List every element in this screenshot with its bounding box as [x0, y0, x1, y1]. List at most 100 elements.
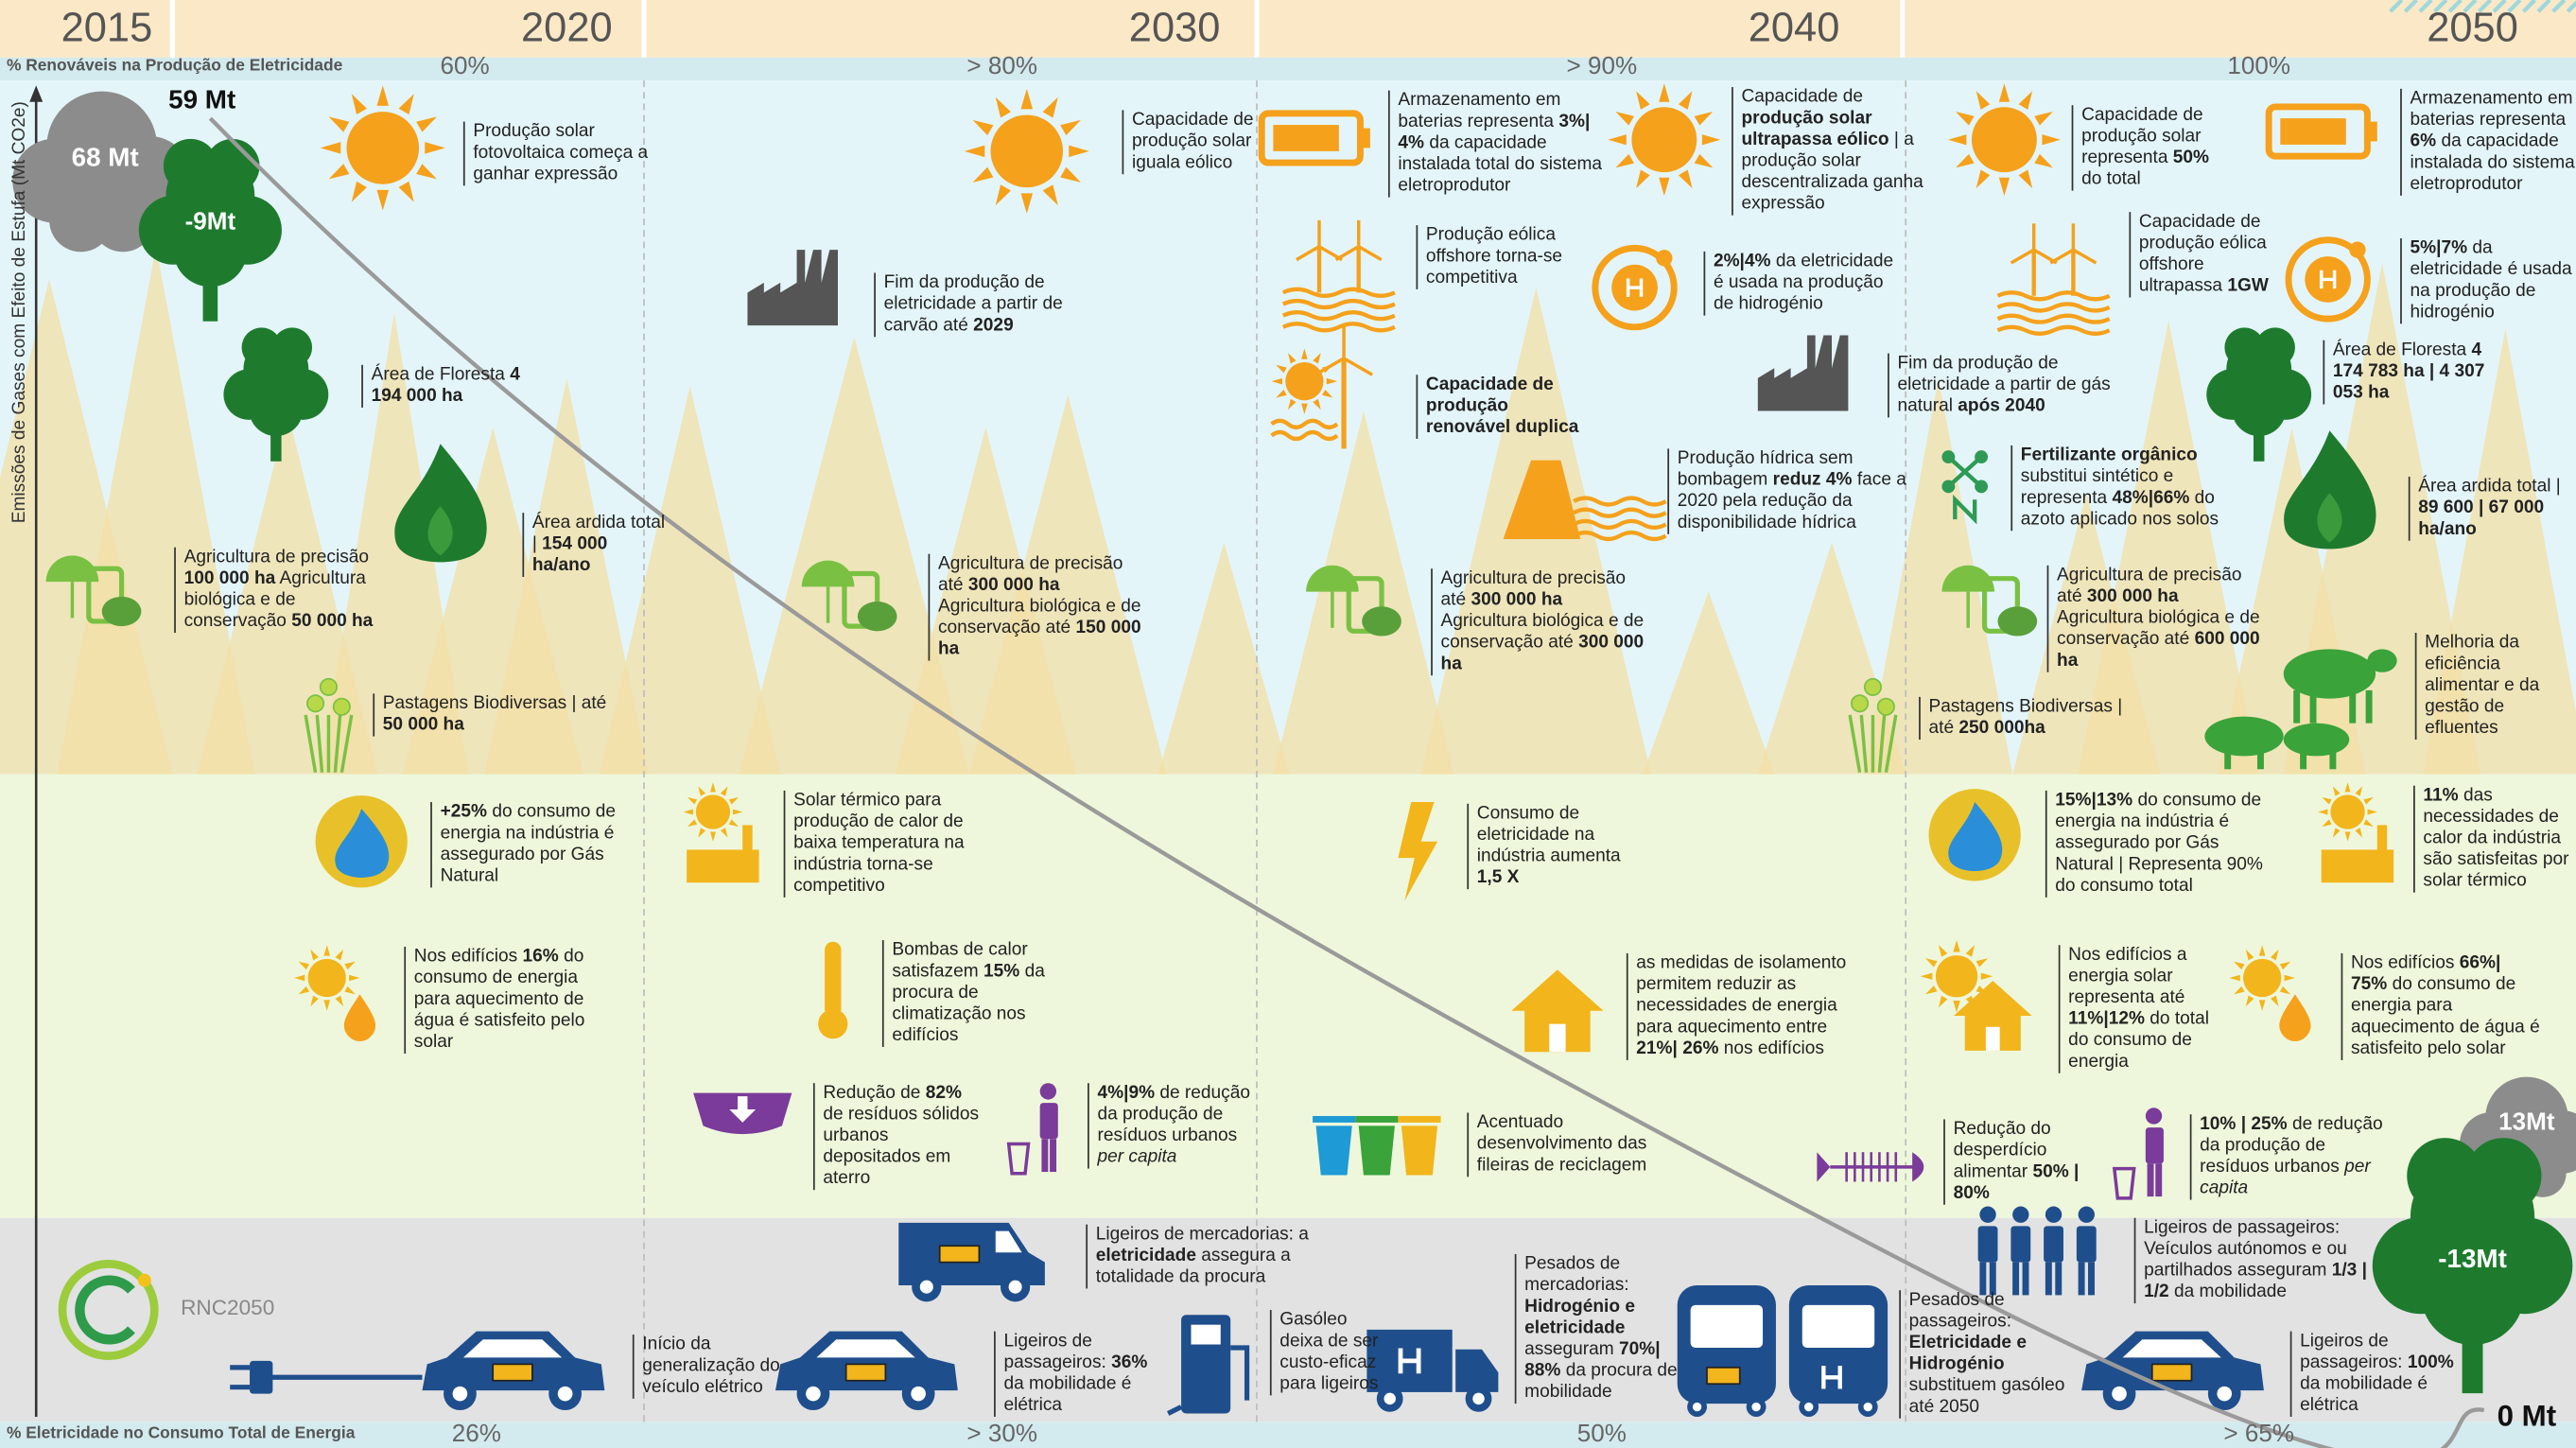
note-text: substituem gasóleo até 2050: [1909, 1376, 2065, 1417]
bus-window: [1802, 1305, 1874, 1348]
infographic: 2015 2020 2030 2040 2050 % Renováveis na…: [0, 0, 2576, 1448]
sun-core: [1631, 107, 1697, 172]
note-icon: [1929, 789, 2021, 881]
wheel-hub: [1693, 1403, 1701, 1411]
flower: [334, 699, 350, 715]
renewables-label: % Renováveis na Produção de Eletricidade: [7, 58, 342, 76]
note: Pesados de passageiros: Eletricidade e H…: [1899, 1290, 2090, 1419]
note-text: reduz 4%: [1773, 470, 1853, 490]
person-leg: [2155, 1163, 2162, 1196]
cloud-label: 13Mt: [2498, 1108, 2554, 1137]
note: 2%|4% da eletricidade é usada na produçã…: [1704, 252, 1895, 316]
wheel-hub: [911, 1387, 926, 1402]
note: Produção solar fotovoltaica começa a gan…: [463, 122, 654, 186]
tree-crown: [2232, 382, 2286, 436]
note-text: Melhoria da eficiência alimentar e da ge…: [2425, 633, 2539, 738]
note-text: asseguram: [1524, 1339, 1619, 1359]
note-text: 89 600 | 67 000 ha/ano: [2418, 498, 2544, 539]
note: Gasóleo deixa de ser custo-eficaz para l…: [1270, 1310, 1379, 1395]
cloud-label: 68 Mt: [72, 145, 139, 174]
wheel-hub: [558, 1387, 573, 1402]
renewables-value: 100%: [2227, 53, 2290, 81]
pig-body: [2204, 717, 2283, 757]
note: Área de Floresta 4 174 783 ha | 4 307 05…: [2323, 340, 2497, 405]
h-dot: [2349, 241, 2365, 257]
note-text: 48%|66%: [2112, 488, 2189, 508]
note-text: Armazenamento em baterias representa: [2411, 89, 2573, 130]
renewables-band: [0, 58, 2576, 80]
tree-crown: [205, 139, 259, 193]
note: Nos edifícios 16% do consumo de energia …: [404, 947, 611, 1054]
note-text: Capacidade de produção solar iguala eóli…: [1132, 110, 1254, 172]
bin-body: [1316, 1125, 1352, 1175]
wheel-hub: [1009, 1281, 1022, 1294]
note: Melhoria da eficiência alimentar e da ge…: [2415, 633, 2565, 740]
wheel-hub: [1384, 1393, 1396, 1405]
note-text: do total: [2081, 169, 2141, 189]
note: Fim da produção de eletricidade a partir…: [1888, 354, 2135, 418]
note: Pastagens Biodiversas | até 250 000ha: [1919, 697, 2150, 740]
note-text: Capacidade de produção renovável duplica: [1426, 375, 1578, 437]
person-head: [1040, 1083, 1056, 1099]
emissions-end: 0 Mt: [2498, 1400, 2557, 1434]
note-text: 250 000ha: [1958, 718, 2045, 738]
note: Fertilizante orgânico substitui sintétic…: [2010, 445, 2242, 531]
plant-leaf: [1997, 606, 2037, 636]
flower: [1878, 699, 1894, 715]
note-text: Área de Floresta: [372, 365, 511, 385]
note: Consumo de eletricidade na indústria aum…: [1467, 804, 1641, 889]
plant-leaf: [858, 602, 897, 631]
cow-head: [2367, 649, 2396, 672]
battery-cap: [2367, 122, 2376, 142]
note-text: 6%: [2411, 131, 2437, 151]
battery-mark: [493, 1364, 532, 1380]
house-door: [1549, 1024, 1565, 1053]
year: 2020: [521, 5, 613, 52]
note: Pesados de mercadorias: Hidrogénio e ele…: [1515, 1254, 1680, 1404]
note-text: produção solar ultrapassa eólico: [1741, 109, 1888, 149]
note: Capacidade de produção renovável duplica: [1417, 375, 1591, 439]
flower: [1865, 679, 1881, 695]
note-text: 50 000 ha: [291, 611, 373, 631]
note: as medidas de isolamento permitem reduzi…: [1627, 953, 1850, 1060]
leg: [2349, 690, 2356, 724]
bin-lid: [1313, 1116, 1355, 1123]
note-text: Armazenamento em baterias representa: [1398, 91, 1560, 131]
note-text: Área ardida total |: [2418, 477, 2561, 497]
note-text: Ligeiros de mercadorias: a: [1096, 1225, 1309, 1245]
sink-label: -13Mt: [2438, 1246, 2507, 1275]
note-text: da capacidade instalada total do sistema…: [1398, 133, 1602, 196]
battery-mark: [940, 1246, 980, 1262]
note-text: Nos edifícios: [2351, 953, 2460, 973]
note-text: 11%|12%: [2068, 1009, 2145, 1029]
note-text: da mobilidade é elétrica: [2300, 1374, 2428, 1415]
note-text: 100 000 ha: [184, 568, 276, 588]
note-text: 15%: [983, 962, 1019, 982]
logo-dot: [138, 1274, 151, 1287]
person-leg: [1041, 1139, 1048, 1172]
sink-label: -9Mt: [185, 208, 236, 236]
note-text: 16%: [522, 947, 558, 967]
wheel-hub: [920, 1281, 933, 1294]
note: Ligeiros de mercadorias: a eletricidade …: [1086, 1225, 1333, 1289]
note: Fim da produção de eletricidade a partir…: [874, 272, 1072, 337]
note-text: 21%| 26%: [1636, 1038, 1718, 1058]
wheel-hub: [1864, 1403, 1872, 1411]
note-text: da mobilidade é elétrica: [1003, 1374, 1131, 1415]
note: Redução de 82% de resíduos sólidos urban…: [813, 1083, 979, 1190]
note-text: 11%: [2423, 786, 2458, 806]
note-text: 300 000 ha: [1471, 590, 1562, 610]
note-text: 5%|7%: [2411, 238, 2468, 258]
note-text: 1GW: [2227, 276, 2269, 296]
note-text: Nos edifícios: [414, 947, 523, 967]
person-body: [2077, 1226, 2097, 1262]
note: Redução do desperdício alimentar 50% | 8…: [1943, 1119, 2093, 1204]
note-text: nos edifícios: [1718, 1038, 1824, 1058]
sun-core: [1972, 107, 2037, 172]
house-door: [1986, 1027, 2000, 1051]
goat-body: [2284, 724, 2349, 757]
note-text: Pesados de mercadorias:: [1524, 1254, 1628, 1295]
sun-core: [1285, 362, 1323, 400]
flower: [321, 679, 337, 695]
note: Capacidade de produção solar ultrapassa …: [1732, 87, 1939, 216]
